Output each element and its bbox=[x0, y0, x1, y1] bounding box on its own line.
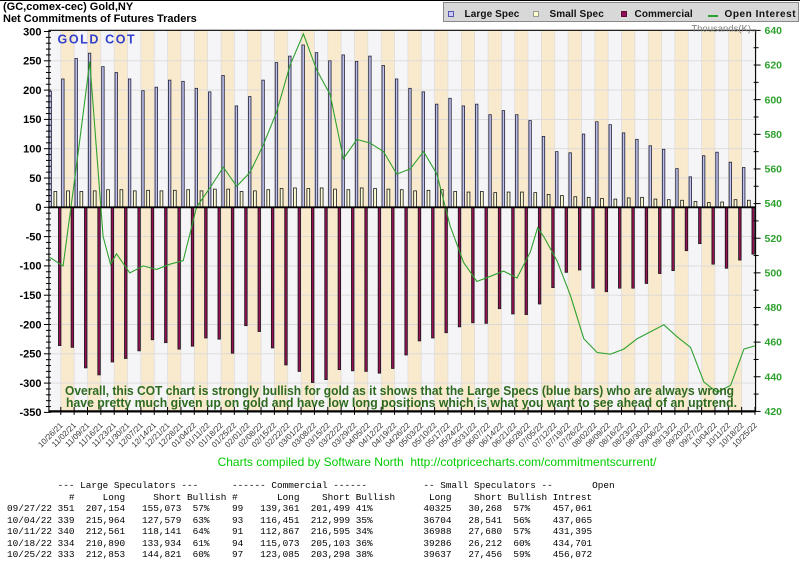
svg-text:500: 500 bbox=[765, 267, 783, 279]
svg-text:600: 600 bbox=[765, 94, 783, 106]
svg-text:620: 620 bbox=[765, 60, 783, 72]
svg-text:-150: -150 bbox=[19, 290, 41, 302]
svg-text:-250: -250 bbox=[19, 349, 41, 361]
svg-text:300: 300 bbox=[23, 26, 41, 38]
svg-text:440: 440 bbox=[765, 371, 783, 383]
svg-text:Thousands(K): Thousands(K) bbox=[691, 24, 751, 35]
svg-text:200: 200 bbox=[23, 85, 41, 97]
svg-text:-350: -350 bbox=[19, 407, 41, 419]
svg-text:-200: -200 bbox=[19, 319, 41, 331]
svg-text:480: 480 bbox=[765, 302, 783, 314]
svg-text:460: 460 bbox=[765, 337, 783, 349]
svg-text:580: 580 bbox=[765, 129, 783, 141]
svg-text:150: 150 bbox=[23, 114, 41, 126]
svg-text:GOLD COT: GOLD COT bbox=[58, 33, 137, 47]
svg-text:520: 520 bbox=[765, 233, 783, 245]
svg-text:-50: -50 bbox=[26, 231, 42, 243]
svg-text:-300: -300 bbox=[19, 378, 41, 390]
svg-text:100: 100 bbox=[23, 144, 41, 156]
svg-text:640: 640 bbox=[765, 25, 783, 37]
svg-text:50: 50 bbox=[29, 173, 41, 185]
svg-text:420: 420 bbox=[765, 406, 783, 418]
svg-text:-100: -100 bbox=[19, 261, 41, 273]
svg-text:0: 0 bbox=[35, 202, 41, 214]
svg-text:Overall, this COT chart is str: Overall, this COT chart is strongly bull… bbox=[65, 384, 734, 398]
svg-text:540: 540 bbox=[765, 198, 783, 210]
svg-text:250: 250 bbox=[23, 56, 41, 68]
svg-text:have pretty much given up on g: have pretty much given up on gold and ha… bbox=[66, 396, 737, 410]
svg-text:Charts compiled by Software No: Charts compiled by Software North http:/… bbox=[218, 455, 657, 469]
svg-text:560: 560 bbox=[765, 164, 783, 176]
